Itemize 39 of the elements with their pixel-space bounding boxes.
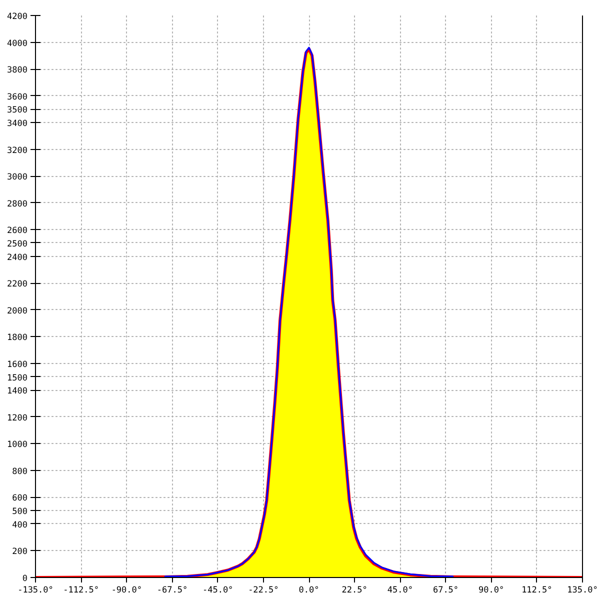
y-tick-label: 2500	[7, 239, 28, 250]
y-tick-label: 1600	[7, 360, 28, 370]
y-tick-label: 0	[22, 574, 28, 584]
y-tick-label: 2800	[7, 199, 28, 210]
y-tick-label: 2000	[7, 306, 28, 316]
y-tick-label: 2600	[7, 226, 28, 236]
x-tick-label: 22.5°	[342, 586, 368, 596]
x-tick-label: -67.5°	[156, 586, 188, 596]
y-tick-label: 800	[12, 466, 28, 477]
y-tick-label: 600	[12, 494, 28, 504]
x-tick-label: -90.0°	[111, 586, 142, 596]
y-tick-label: 2200	[7, 280, 28, 290]
y-tick-label: 400	[12, 520, 28, 530]
x-tick-label: -112.5°	[63, 586, 99, 596]
y-tick-label: 3400	[7, 119, 28, 130]
x-tick-label: 45.0°	[387, 586, 413, 596]
y-tick-label: 3500	[7, 106, 28, 116]
y-tick-label: 1000	[7, 440, 28, 450]
y-tick-label: 4200	[7, 12, 28, 22]
y-tick-label: 3600	[7, 92, 28, 102]
x-tick-label: -45.0°	[202, 586, 234, 596]
x-tick-label: -135.0°	[18, 586, 54, 596]
y-tick-label: 3000	[7, 172, 28, 183]
y-tick-label: 1200	[7, 413, 28, 424]
y-tick-label: 500	[12, 507, 28, 518]
x-tick-label: 90.0°	[478, 586, 504, 596]
y-tick-label: 4000	[7, 38, 28, 49]
x-tick-label: 112.5°	[522, 586, 552, 596]
y-tick-label: 1400	[7, 386, 28, 397]
x-tick-label: 0.0°	[298, 586, 320, 596]
y-tick-label: 1800	[7, 333, 28, 344]
y-tick-label: 1500	[7, 373, 28, 384]
y-tick-label: 2400	[7, 252, 28, 263]
y-tick-label: 3800	[7, 66, 28, 76]
x-tick-label: 67.5°	[432, 586, 459, 596]
y-tick-label: 3200	[7, 146, 28, 156]
y-tick-label: 200	[12, 547, 28, 558]
x-tick-label: 135.0°	[567, 586, 598, 596]
x-tick-label: -22.5°	[248, 586, 279, 596]
